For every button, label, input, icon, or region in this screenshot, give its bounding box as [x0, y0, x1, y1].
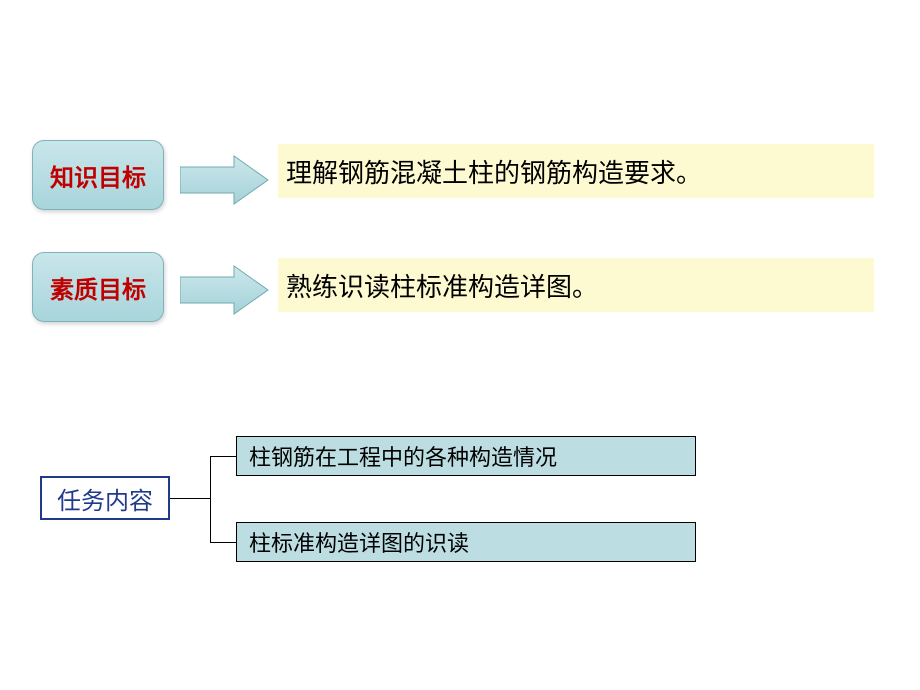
goal1-desc-text: 理解钢筋混凝土柱的钢筋构造要求。 — [286, 153, 702, 190]
goal2-label: 素质目标 — [50, 270, 146, 305]
connector-trunk — [170, 498, 210, 499]
goal1-desc-strip: 理解钢筋混凝土柱的钢筋构造要求。 — [278, 144, 874, 198]
goal1-box: 知识目标 — [32, 140, 164, 210]
task-item-1: 柱标准构造详图的识读 — [236, 522, 696, 562]
task-item-0-text: 柱钢筋在工程中的各种构造情况 — [249, 440, 557, 472]
goal2-box: 素质目标 — [32, 252, 164, 322]
connector-branch-top — [210, 456, 236, 457]
goal2-desc-text: 熟练识读柱标准构造详图。 — [286, 267, 598, 304]
goal2-desc-strip: 熟练识读柱标准构造详图。 — [278, 258, 874, 312]
connector-branch-bottom — [210, 542, 236, 543]
goal1-arrow-icon — [180, 152, 272, 208]
task-label: 任务内容 — [57, 481, 153, 516]
task-box: 任务内容 — [40, 476, 170, 520]
task-item-1-text: 柱标准构造详图的识读 — [249, 526, 469, 558]
task-item-0: 柱钢筋在工程中的各种构造情况 — [236, 436, 696, 476]
goal1-label: 知识目标 — [50, 158, 146, 193]
connector-vertical — [210, 456, 211, 543]
goal2-arrow-icon — [180, 262, 272, 318]
